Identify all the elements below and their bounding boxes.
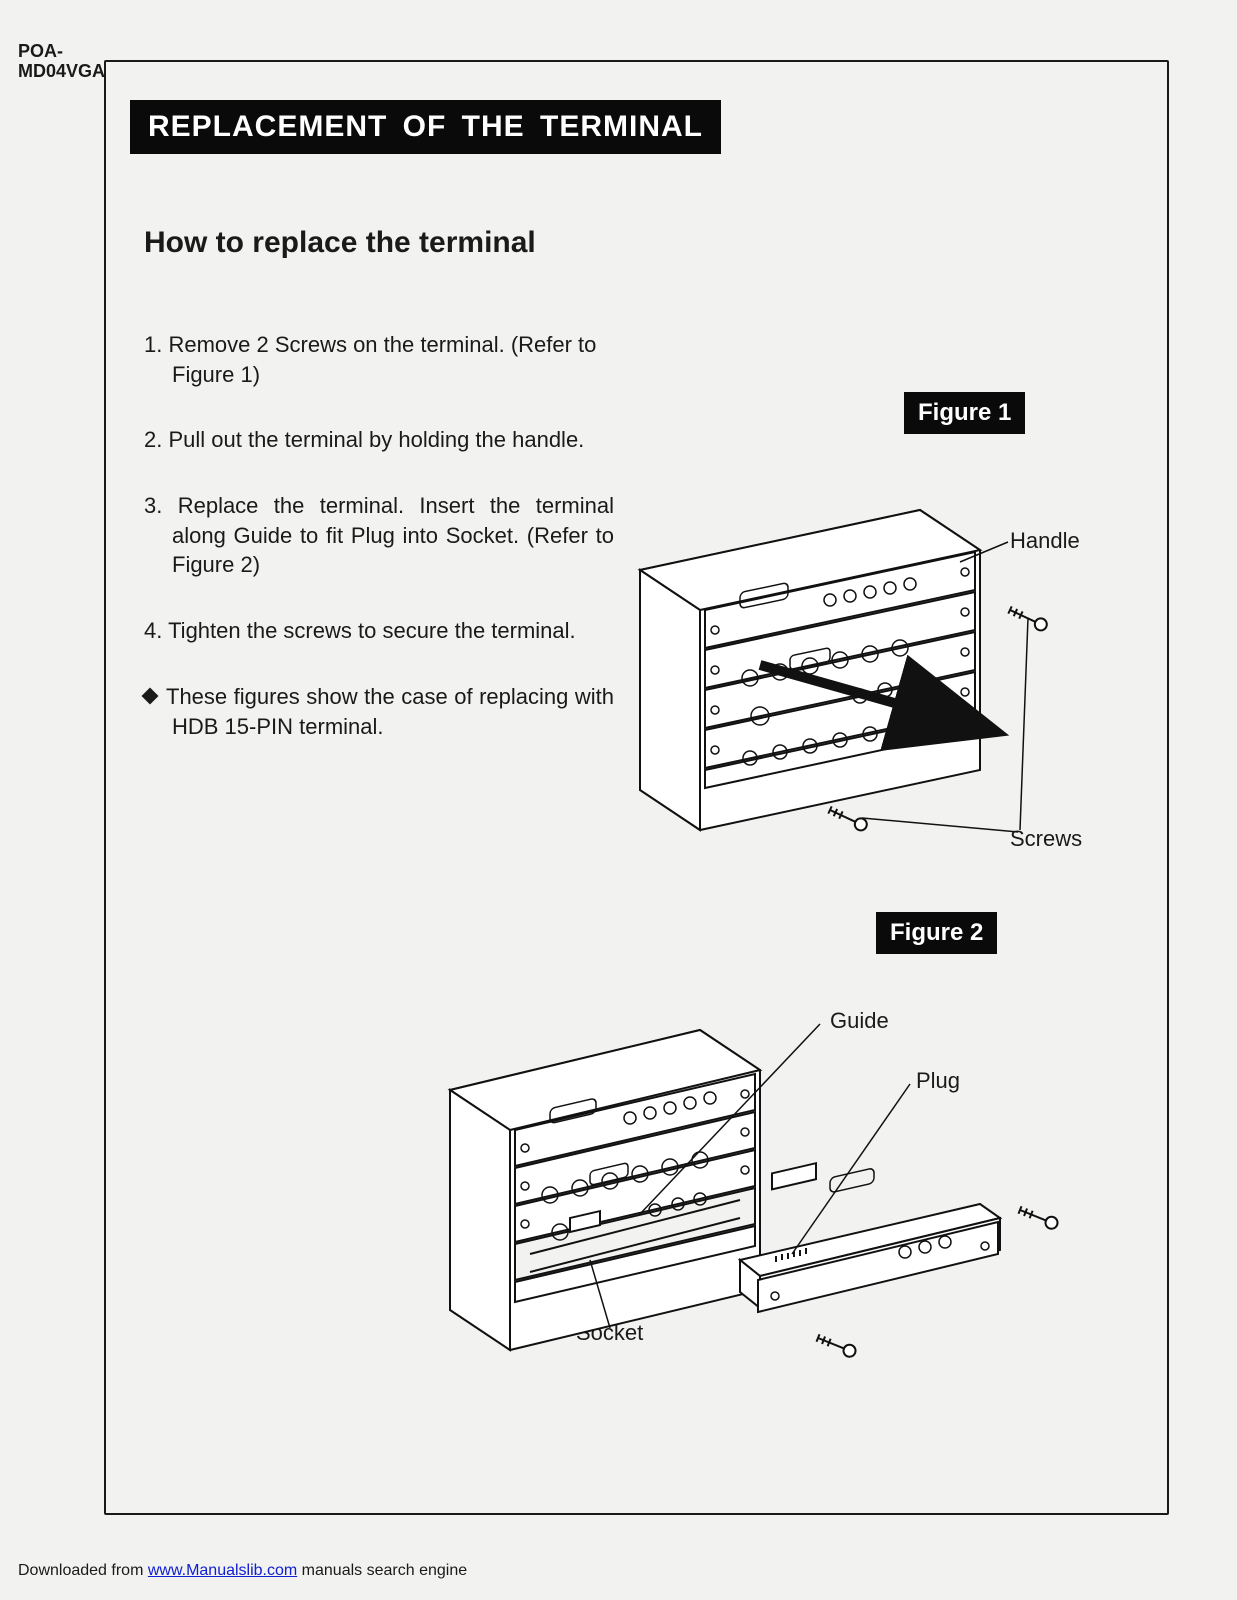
figure-1-label: Figure 1 xyxy=(904,392,1025,434)
step-3: 3. Replace the terminal. Insert the term… xyxy=(144,491,614,580)
steps-list: 1. Remove 2 Screws on the terminal. (Ref… xyxy=(144,330,614,741)
diamond-icon xyxy=(142,687,159,704)
footer-link[interactable]: www.Manualslib.com xyxy=(148,1562,297,1579)
note-text: These figures show the case of replacing… xyxy=(166,684,614,739)
page-title: REPLACEMENT OF THE TERMINAL xyxy=(130,100,721,154)
step-1: 1. Remove 2 Screws on the terminal. (Ref… xyxy=(144,330,614,389)
footer-suffix: manuals search engine xyxy=(297,1562,467,1579)
step-4: 4. Tighten the screws to secure the term… xyxy=(144,616,614,646)
step-2: 2. Pull out the terminal by holding the … xyxy=(144,425,614,455)
section-heading: How to replace the terminal xyxy=(144,226,536,260)
figure-1 xyxy=(630,490,1100,870)
figure-2-label: Figure 2 xyxy=(876,912,997,954)
note: These figures show the case of replacing… xyxy=(144,682,614,741)
footer: Downloaded from www.Manualslib.com manua… xyxy=(18,1562,467,1580)
footer-prefix: Downloaded from xyxy=(18,1562,148,1579)
manual-page: POA- MD04VGA REPLACEMENT OF THE TERMINAL… xyxy=(0,0,1237,1600)
model-label: POA- MD04VGA xyxy=(18,42,105,82)
figure-2 xyxy=(440,1000,1140,1380)
